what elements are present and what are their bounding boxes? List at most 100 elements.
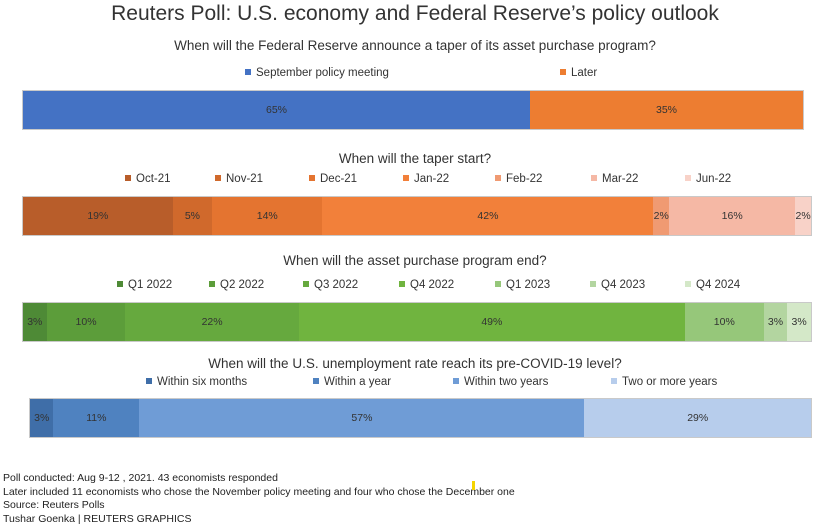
legend-label: Within six months <box>157 376 248 388</box>
legend-item: Within two years <box>453 376 548 388</box>
data-label: 10% <box>75 316 97 328</box>
data-label: 10% <box>713 316 735 328</box>
bar-segment: 19% <box>23 197 173 235</box>
legend-swatch <box>453 377 459 384</box>
legend-swatch <box>313 377 319 384</box>
panel-2-legend: Oct-21 Nov-21 Dec-21 Jan-22 Feb-22 Mar-22 Jun-… <box>0 173 830 189</box>
legend-swatch <box>309 174 315 181</box>
footer-line-4: Tushar Goenka | REUTERS GRAPHICS <box>3 512 192 525</box>
legend-item: Q4 2022 <box>399 279 454 291</box>
legend-label: Mar-22 <box>602 173 639 185</box>
legend-item: Oct-21 <box>125 173 171 185</box>
legend-item: Jan-22 <box>403 173 449 185</box>
legend-item: Jun-22 <box>685 173 731 185</box>
bar-segment: 3% <box>787 303 811 341</box>
legend-item: Later <box>560 67 597 79</box>
legend-item: Q3 2022 <box>303 279 358 291</box>
data-label: 16% <box>721 210 743 222</box>
data-label: 3% <box>767 316 784 328</box>
bar-segment: 65% <box>23 91 530 129</box>
panel-2-bar: 19% 5% 14% 42% 2% 16% 2% <box>22 196 812 236</box>
bar-segment: 2% <box>653 197 670 235</box>
legend-label: Oct-21 <box>136 173 171 185</box>
panel-3-legend: Q1 2022 Q2 2022 Q3 2022 Q4 2022 Q1 2023 Q4 20… <box>0 279 830 295</box>
bar-segment: 57% <box>139 399 585 437</box>
bar-segment: 49% <box>298 303 685 341</box>
footer-line-1: Poll conducted: Aug 9-12 , 2021. 43 econ… <box>3 472 278 484</box>
panel-1-bar: 65% 35% <box>22 90 804 130</box>
legend-label: Within two years <box>464 376 549 388</box>
legend-item: Within six months <box>146 376 247 388</box>
legend-swatch <box>303 280 309 287</box>
legend-item: Q1 2023 <box>495 279 550 291</box>
legend-label: Two or more years <box>622 376 718 388</box>
chart-title: Reuters Poll: U.S. economy and Federal R… <box>111 2 719 25</box>
legend-label: Jan-22 <box>414 173 450 185</box>
panel-3-question: When will the asset purchase program end… <box>283 253 547 268</box>
data-label: 11% <box>86 412 107 424</box>
data-label: 35% <box>655 104 677 116</box>
bar-segment: 10% <box>684 303 764 341</box>
bar-segment: 2% <box>795 197 811 235</box>
legend-label: September policy meeting <box>256 67 389 79</box>
data-label: 22% <box>201 316 223 328</box>
legend-swatch <box>399 280 405 287</box>
legend-item: Q2 2022 <box>209 279 264 291</box>
legend-item: September policy meeting <box>245 67 389 79</box>
bar-segment: 10% <box>46 303 126 341</box>
data-label: 19% <box>87 210 109 222</box>
panel-4-bar: 3% 11% 57% 29% <box>29 398 812 438</box>
footer-line-2: Later included 11 economists who chose t… <box>3 485 515 498</box>
bar-segment: 14% <box>212 197 323 235</box>
legend-swatch <box>215 174 221 181</box>
legend-label: Q4 2023 <box>601 279 646 291</box>
legend-swatch <box>685 174 691 181</box>
panel-2-question: When will the taper start? <box>338 151 492 166</box>
footer-line-3: Source: Reuters Polls <box>3 499 105 511</box>
legend-swatch <box>591 174 597 181</box>
legend-label: Q2 2022 <box>220 279 265 291</box>
bar-segment: 11% <box>53 399 140 437</box>
legend-swatch <box>209 280 215 287</box>
legend-item: Dec-21 <box>309 173 357 185</box>
legend-label: Jun-22 <box>696 173 732 185</box>
legend-item: Nov-21 <box>215 173 263 185</box>
bar-segment: 16% <box>669 197 796 235</box>
legend-item: Within a year <box>313 376 391 388</box>
legend-label: Dec-21 <box>320 173 358 185</box>
legend-label: Q4 2022 <box>410 279 455 291</box>
legend-item: Q4 2024 <box>685 279 740 291</box>
data-label: 3% <box>27 316 43 328</box>
legend-swatch <box>685 280 691 287</box>
data-label: 14% <box>256 210 278 222</box>
panel-1-legend: September policy meeting Later <box>0 67 830 83</box>
legend-swatch <box>117 280 123 287</box>
legend-label: Later <box>571 67 598 79</box>
legend-label: Within a year <box>324 376 392 388</box>
bar-segment: 22% <box>125 303 299 341</box>
bar-segment: 3% <box>23 303 47 341</box>
legend-label: Nov-21 <box>226 173 264 185</box>
legend-label: Feb-22 <box>506 173 543 185</box>
legend-item: Q4 2023 <box>590 279 645 291</box>
highlight-marker <box>472 481 475 490</box>
panel-1-question: When will the Federal Reserve announce a… <box>174 38 656 53</box>
bar-segment: 42% <box>322 197 654 235</box>
legend-item: Q1 2022 <box>117 279 172 291</box>
legend-swatch <box>611 377 617 384</box>
bar-segment: 3% <box>763 303 788 341</box>
data-label: 3% <box>34 412 50 424</box>
panel-4-question: When will the U.S. unemployment rate rea… <box>208 356 622 371</box>
data-label: 42% <box>477 210 499 222</box>
data-label: 2% <box>653 210 669 222</box>
data-label: 65% <box>265 104 287 116</box>
bar-segment: 3% <box>30 399 54 437</box>
legend-item: Two or more years <box>611 376 717 388</box>
legend-label: Q1 2023 <box>506 279 551 291</box>
bar-segment: 5% <box>172 197 213 235</box>
data-label: 29% <box>687 412 709 424</box>
legend-item: Feb-22 <box>495 173 542 185</box>
bar-segment: 29% <box>584 399 811 437</box>
data-label: 3% <box>791 316 807 328</box>
legend-label: Q1 2022 <box>128 279 173 291</box>
